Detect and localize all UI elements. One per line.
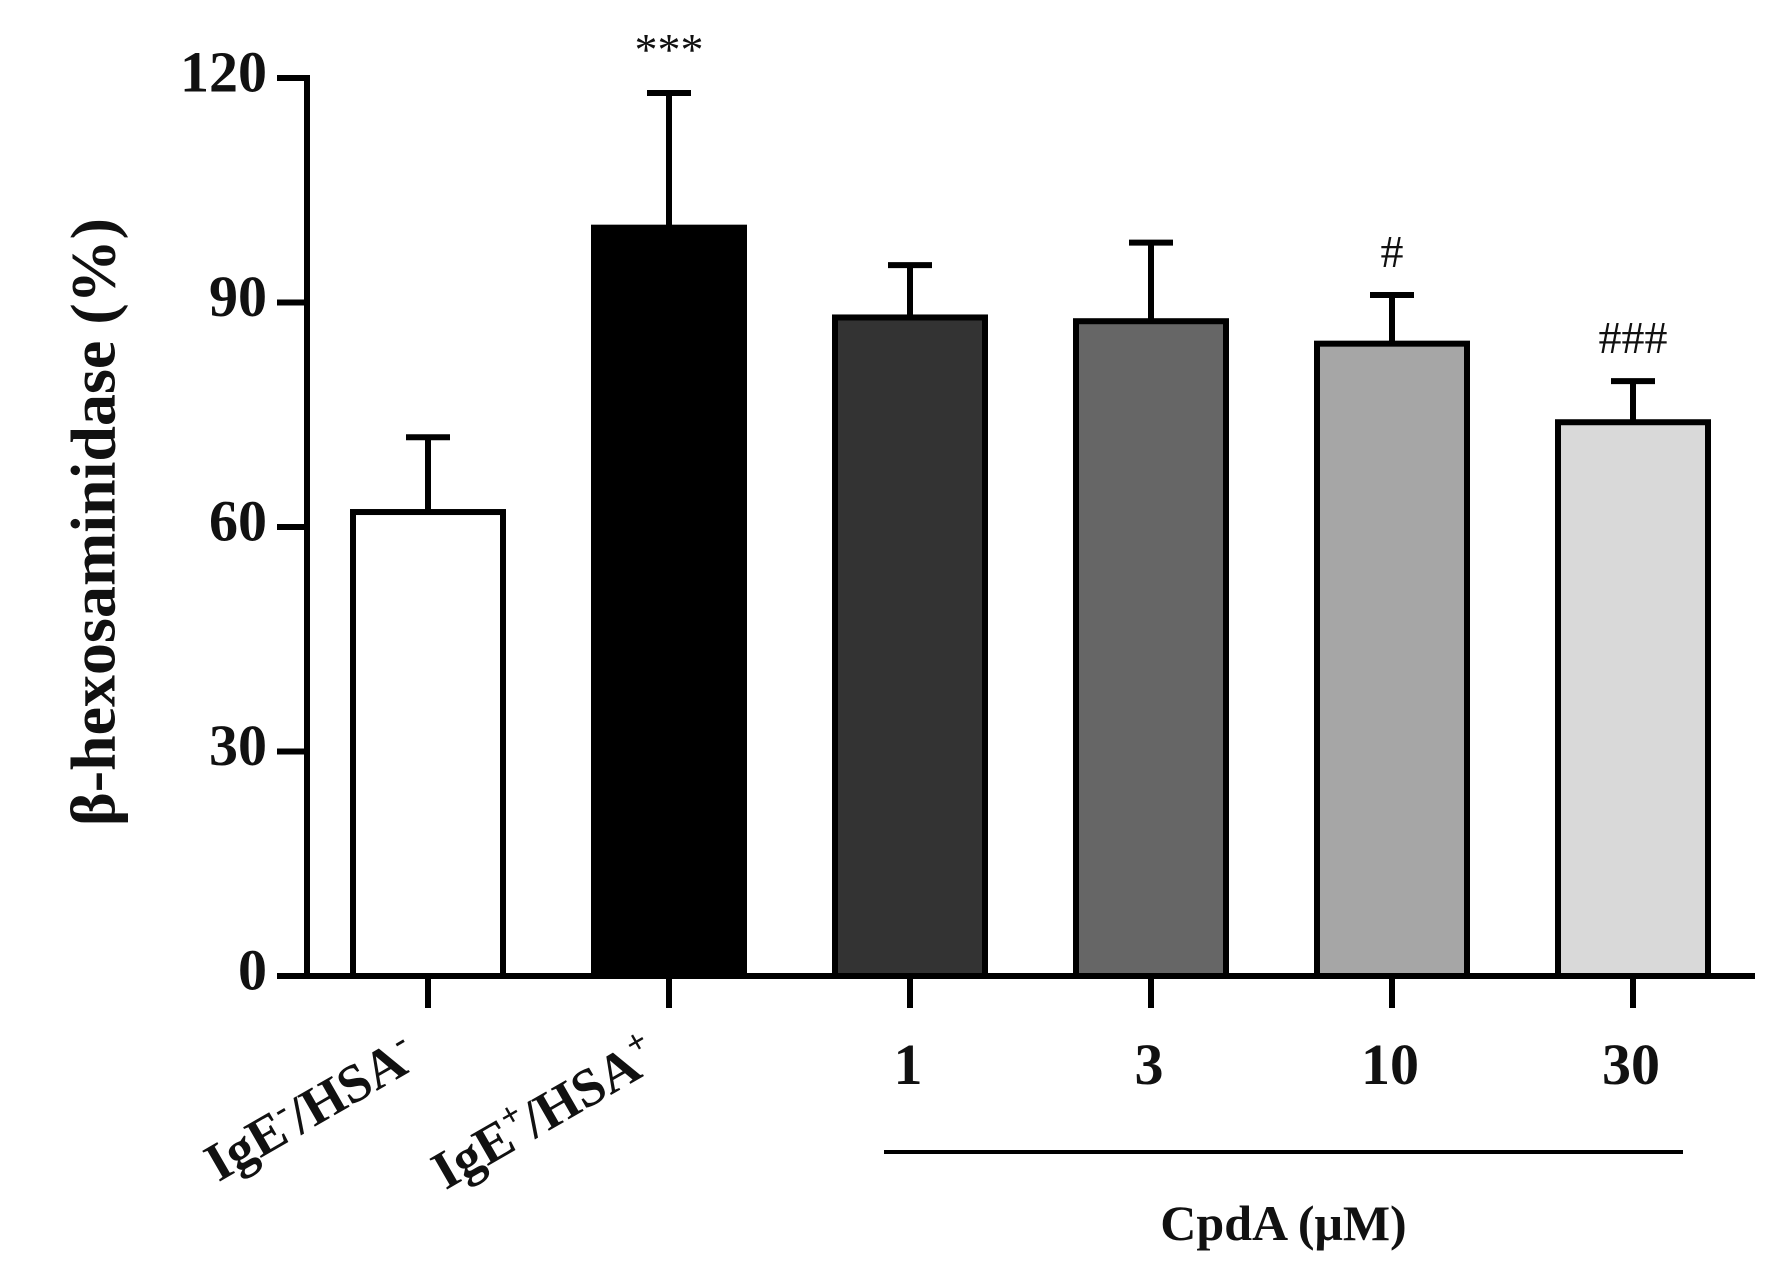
significance-annotation: *** xyxy=(635,24,704,75)
x-axis-ticks xyxy=(425,976,1636,1008)
bar xyxy=(1314,340,1470,979)
bar xyxy=(1555,419,1711,979)
y-axis-title: β-hexosaminidase (%) xyxy=(58,218,129,826)
y-tick-label: 30 xyxy=(209,713,267,778)
x-axis-labels: IgE-/HSA-IgE+/HSA+ 1 3 10 30 xyxy=(193,1022,1660,1201)
group-label: CpdA (μM) xyxy=(1160,1195,1406,1251)
annotations: ***#### xyxy=(635,24,1668,363)
y-tick-label: 60 xyxy=(209,488,267,553)
bar xyxy=(350,509,506,979)
error-bars xyxy=(406,89,1655,513)
y-tick-label: 90 xyxy=(209,264,267,329)
x-category-label: 3 xyxy=(1135,1032,1164,1097)
significance-annotation: ### xyxy=(1599,312,1668,363)
bar xyxy=(591,224,747,979)
y-tick-label: 0 xyxy=(238,937,267,1002)
bars xyxy=(350,224,1711,980)
x-category-label: 30 xyxy=(1602,1032,1660,1097)
bar xyxy=(1073,318,1229,980)
x-category-label: 1 xyxy=(894,1032,923,1097)
significance-annotation: # xyxy=(1381,226,1404,277)
y-axis-ticks: 0 30 60 90 120 xyxy=(180,39,307,1002)
x-category-label: IgE-/HSA- xyxy=(193,1022,426,1193)
x-category-label: 10 xyxy=(1361,1032,1419,1097)
bar xyxy=(832,314,988,979)
x-category-label: IgE+/HSA+ xyxy=(420,1022,667,1201)
y-tick-label: 120 xyxy=(180,39,267,104)
